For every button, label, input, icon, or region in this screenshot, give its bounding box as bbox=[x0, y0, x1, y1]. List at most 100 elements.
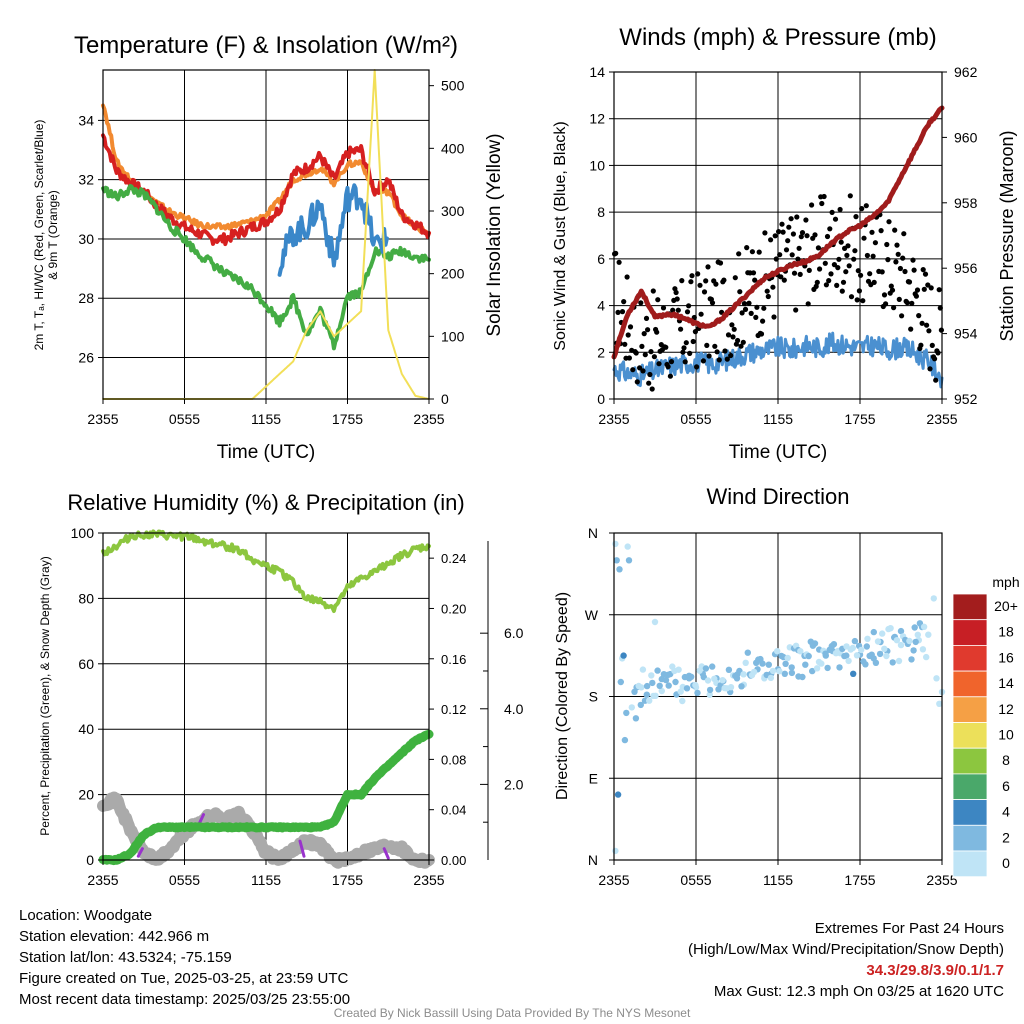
temperature-ticks: 2355 0555 1155 1755 2355 26 28 30 32 34 0 100 200 300… bbox=[78, 78, 464, 427]
relative-humidity-line bbox=[101, 529, 431, 613]
gust-point bbox=[637, 365, 643, 371]
direction-point-fill bbox=[883, 652, 890, 660]
dir-ytick-label-3: W bbox=[585, 607, 599, 623]
pressure-line bbox=[611, 105, 945, 360]
gust-point bbox=[879, 269, 885, 275]
gust-point bbox=[703, 278, 709, 284]
direction-point-12 bbox=[628, 704, 635, 711]
gust-point bbox=[846, 263, 852, 269]
gust-point bbox=[803, 217, 809, 223]
winds-series bbox=[611, 105, 945, 392]
credit-line: Created By Nick Bassill Using Data Provi… bbox=[333, 1006, 691, 1020]
gust-point bbox=[765, 293, 771, 300]
gust-point bbox=[740, 339, 746, 345]
gust-point bbox=[908, 326, 914, 332]
extremes-legend: (High/Low/Max Wind/Precipitation/Snow De… bbox=[688, 941, 1004, 958]
gust-point bbox=[794, 214, 800, 220]
gust-point bbox=[643, 315, 650, 321]
direction-point-fill bbox=[744, 649, 751, 656]
winds-xtick-label-3: 1755 bbox=[844, 411, 875, 427]
gust-point bbox=[798, 234, 804, 240]
humidity-title: Relative Humidity (%) & Precipitation (i… bbox=[67, 490, 464, 515]
gust-point bbox=[674, 296, 680, 302]
direction-point-fill bbox=[652, 692, 659, 699]
direction-point-10 bbox=[624, 543, 631, 550]
direction-point-fill bbox=[774, 648, 781, 655]
temp-xtick-label-1: 0555 bbox=[169, 411, 200, 427]
direction-point-fill bbox=[648, 672, 655, 679]
gust-point bbox=[656, 361, 662, 367]
station-latlon: Station lat/lon: 43.5324; -75.159 bbox=[19, 949, 232, 966]
direction-point-fill bbox=[841, 652, 848, 660]
gust-point bbox=[889, 287, 896, 293]
colorbar-label-10: 0 bbox=[1002, 855, 1010, 871]
temp-xtick-label-2: 1155 bbox=[251, 411, 281, 427]
gust-point bbox=[641, 331, 647, 337]
gust-point bbox=[679, 278, 685, 284]
gust-point bbox=[638, 300, 644, 306]
max-gust: Max Gust: 12.3 mph On 03/25 at 1620 UTC bbox=[713, 983, 1004, 1000]
gust-point bbox=[822, 260, 828, 266]
gust-point bbox=[909, 300, 915, 306]
gust-point bbox=[847, 193, 853, 199]
direction-point-15 bbox=[643, 691, 650, 698]
humidity-grid bbox=[103, 533, 429, 860]
direction-point-55 bbox=[911, 624, 918, 631]
direction-point-25 bbox=[706, 691, 713, 698]
winds-ylabel-left: Sonic Wind & Gust (Blue, Black) bbox=[552, 121, 569, 350]
direction-point-fill bbox=[769, 667, 777, 675]
winds-ytick-label-3: 6 bbox=[597, 251, 605, 267]
colorbar-swatch-4 bbox=[952, 696, 988, 723]
gust-point bbox=[731, 326, 737, 332]
gust-point bbox=[885, 257, 891, 263]
direction-point-fill bbox=[654, 667, 661, 674]
station-elevation: Station elevation: 442.966 m bbox=[19, 928, 210, 945]
direction-point-fill bbox=[694, 689, 701, 697]
gust-point bbox=[633, 350, 639, 356]
direction-point-fill bbox=[897, 641, 905, 649]
gust-point bbox=[901, 231, 907, 237]
gust-point bbox=[933, 377, 939, 383]
direction-point-fill bbox=[782, 660, 789, 667]
gust-point bbox=[690, 338, 696, 345]
direction-point-fill bbox=[725, 666, 733, 673]
colorbar-label-5: 10 bbox=[998, 727, 1014, 743]
gust-point bbox=[683, 340, 689, 346]
direction-point-fill bbox=[824, 664, 831, 672]
gust-point bbox=[927, 366, 933, 372]
gust-point bbox=[886, 219, 892, 225]
direction-point-16 bbox=[649, 679, 656, 687]
gust-point bbox=[725, 332, 732, 338]
direction-point-fill bbox=[688, 673, 695, 680]
gust-point bbox=[924, 322, 930, 328]
gust-point bbox=[701, 289, 708, 295]
gust-point bbox=[858, 272, 864, 278]
extremes-info: Extremes For Past 24 Hours (High/Low/Max… bbox=[688, 918, 1004, 1002]
snow-depth-accent-1 bbox=[136, 847, 144, 858]
gust-point bbox=[904, 300, 910, 306]
gust-point bbox=[892, 227, 898, 233]
direction-point-fill bbox=[784, 654, 791, 662]
direction-point-53 bbox=[897, 627, 905, 635]
dir-xtick-label-0: 2355 bbox=[598, 872, 629, 888]
gust-point bbox=[785, 238, 791, 244]
gust-point bbox=[872, 240, 879, 246]
gust-point bbox=[698, 311, 704, 317]
direction-point-fill bbox=[908, 656, 915, 663]
colorbar-swatch-1 bbox=[952, 619, 988, 646]
gust-point bbox=[839, 288, 845, 294]
direction-point-20 bbox=[672, 678, 679, 686]
gust-point bbox=[832, 216, 839, 222]
temp-xtick-label-3: 1755 bbox=[332, 411, 363, 427]
gust-point bbox=[797, 271, 803, 277]
gust-point bbox=[864, 252, 871, 259]
gust-point bbox=[739, 310, 745, 316]
direction-point-44 bbox=[836, 664, 843, 671]
winds-xtick-label-2: 1155 bbox=[763, 411, 793, 427]
gust-point bbox=[921, 286, 927, 292]
gust-point bbox=[936, 287, 942, 293]
direction-point-4 bbox=[616, 566, 623, 573]
gust-point bbox=[845, 243, 851, 249]
direction-point-fill bbox=[643, 682, 651, 690]
direction-point-fill bbox=[818, 660, 825, 667]
